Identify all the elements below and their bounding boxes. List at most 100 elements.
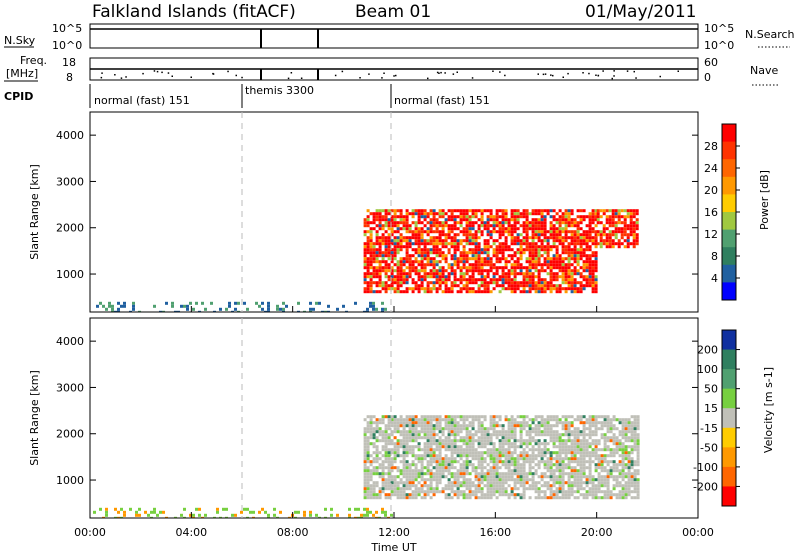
data-cell (465, 463, 469, 467)
data-cell (537, 451, 541, 455)
freq-label: Freq. (20, 54, 47, 67)
data-cell (609, 430, 613, 434)
data-cell (420, 275, 424, 279)
data-cell (555, 466, 559, 470)
data-cell (486, 227, 490, 231)
data-cell (315, 301, 318, 305)
data-cell (618, 442, 622, 446)
data-cell (462, 466, 466, 470)
data-cell (297, 510, 300, 514)
data-cell (369, 272, 373, 276)
data-cell (366, 257, 370, 261)
data-cell (369, 257, 373, 261)
data-cell (627, 472, 631, 476)
data-cell (537, 230, 541, 234)
data-cell (549, 472, 553, 476)
data-cell (414, 239, 418, 243)
data-cell (576, 227, 580, 231)
data-cell (552, 478, 556, 482)
data-cell (444, 421, 448, 425)
data-cell (417, 493, 421, 497)
data-cell (402, 260, 406, 264)
data-cell (387, 221, 391, 225)
data-cell (195, 301, 198, 305)
data-cell (626, 242, 630, 246)
data-cell (621, 475, 625, 479)
data-cell (372, 221, 376, 225)
data-cell (423, 209, 427, 213)
data-cell (372, 248, 376, 252)
data-cell (369, 260, 373, 264)
data-cell (438, 278, 442, 282)
data-cell (372, 254, 376, 258)
data-cell (99, 507, 102, 511)
data-cell (294, 516, 297, 518)
data-cell (375, 266, 379, 270)
data-cell (519, 266, 523, 270)
data-cell (489, 457, 493, 461)
data-cell (531, 275, 535, 279)
data-cell (629, 224, 633, 228)
data-cell (627, 445, 631, 449)
data-cell (459, 239, 463, 243)
data-cell (546, 266, 550, 270)
data-cell (504, 487, 508, 491)
data-cell (624, 457, 628, 461)
data-cell (570, 448, 574, 452)
nave-dot (161, 71, 163, 74)
data-cell (486, 496, 490, 500)
data-cell (480, 224, 484, 228)
data-cell (501, 436, 505, 440)
data-cell (630, 445, 634, 449)
data-cell (405, 445, 409, 449)
data-cell (567, 445, 571, 449)
data-cell (549, 278, 553, 282)
data-cell (465, 454, 469, 458)
data-cell (510, 284, 514, 288)
data-cell (375, 272, 379, 276)
data-cell (453, 209, 457, 213)
data-cell (594, 424, 598, 428)
station-title: Falkland Islands (fitACF) (92, 2, 296, 22)
data-cell (468, 484, 472, 488)
data-cell (602, 209, 606, 213)
data-cell (570, 281, 574, 285)
data-cell (405, 266, 409, 270)
data-cell (444, 442, 448, 446)
data-cell (608, 233, 612, 237)
data-cell (570, 284, 574, 288)
data-cell (426, 415, 430, 419)
data-cell (501, 230, 505, 234)
data-cell (363, 278, 367, 282)
colorbar-tick-label: 12 (704, 228, 718, 241)
data-cell (372, 442, 376, 446)
data-cell (435, 478, 439, 482)
data-cell (582, 251, 586, 255)
data-cell (426, 260, 430, 264)
data-cell (549, 275, 553, 279)
data-cell (534, 415, 538, 419)
data-cell (621, 478, 625, 482)
data-cell (510, 224, 514, 228)
data-cell (564, 439, 568, 443)
data-cell (570, 287, 574, 291)
data-cell (294, 510, 297, 514)
data-cell (510, 427, 514, 431)
data-cell (564, 266, 568, 270)
data-cell (444, 287, 448, 291)
data-cell (591, 239, 595, 243)
data-cell (396, 466, 400, 470)
data-cell (453, 478, 457, 482)
data-cell (555, 278, 559, 282)
data-cell (606, 421, 610, 425)
data-cell (453, 272, 457, 276)
data-cell (405, 487, 409, 491)
data-cell (474, 430, 478, 434)
data-cell (252, 516, 255, 518)
data-cell (600, 424, 604, 428)
data-cell (363, 245, 367, 249)
data-cell (612, 448, 616, 452)
data-cell (372, 487, 376, 491)
data-cell (450, 245, 454, 249)
data-cell (381, 475, 385, 479)
